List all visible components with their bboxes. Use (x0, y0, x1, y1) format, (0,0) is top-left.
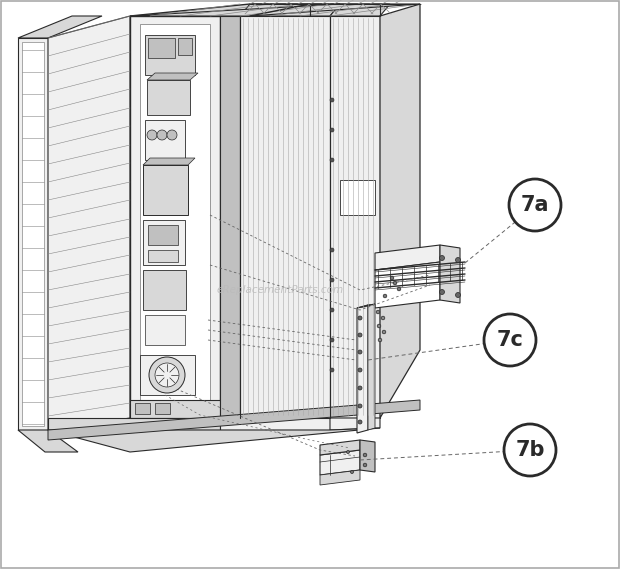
Text: eReplacementParts.com: eReplacementParts.com (216, 285, 343, 295)
Circle shape (381, 316, 385, 320)
Polygon shape (143, 220, 185, 265)
Polygon shape (357, 304, 375, 308)
Circle shape (397, 287, 401, 291)
Circle shape (358, 404, 362, 408)
Polygon shape (130, 16, 220, 418)
Polygon shape (320, 440, 360, 455)
Polygon shape (135, 403, 150, 414)
Polygon shape (148, 225, 178, 245)
Polygon shape (143, 270, 186, 310)
Polygon shape (330, 418, 380, 430)
Polygon shape (178, 38, 192, 55)
Polygon shape (140, 24, 210, 410)
Text: 7a: 7a (521, 195, 549, 215)
Polygon shape (22, 42, 44, 426)
Polygon shape (48, 16, 130, 430)
Circle shape (358, 386, 362, 390)
Circle shape (149, 357, 185, 393)
Circle shape (383, 294, 387, 298)
Polygon shape (357, 305, 368, 433)
Polygon shape (220, 16, 240, 418)
Circle shape (358, 316, 362, 320)
Polygon shape (143, 158, 195, 165)
Circle shape (504, 424, 556, 476)
Circle shape (330, 278, 334, 282)
Polygon shape (148, 38, 175, 58)
Polygon shape (147, 73, 198, 80)
Polygon shape (320, 450, 360, 475)
Circle shape (350, 471, 353, 473)
Polygon shape (145, 120, 185, 160)
Circle shape (376, 310, 380, 314)
Polygon shape (375, 262, 440, 308)
Circle shape (155, 363, 179, 387)
Polygon shape (360, 440, 375, 472)
Polygon shape (375, 245, 440, 270)
Circle shape (157, 130, 167, 140)
Polygon shape (48, 428, 380, 452)
Circle shape (330, 338, 334, 342)
Polygon shape (148, 250, 178, 262)
Polygon shape (155, 403, 170, 414)
Circle shape (363, 463, 367, 467)
Circle shape (440, 290, 445, 295)
Polygon shape (330, 4, 390, 16)
Polygon shape (48, 418, 220, 430)
Circle shape (330, 248, 334, 252)
Polygon shape (130, 4, 340, 16)
Circle shape (378, 338, 382, 342)
Circle shape (330, 368, 334, 372)
Circle shape (358, 368, 362, 372)
Polygon shape (145, 315, 185, 345)
Circle shape (509, 179, 561, 231)
Circle shape (456, 292, 461, 298)
Circle shape (440, 255, 445, 261)
Polygon shape (368, 304, 375, 430)
Circle shape (330, 158, 334, 162)
Polygon shape (18, 430, 78, 452)
Polygon shape (140, 355, 195, 395)
Circle shape (393, 281, 397, 285)
Polygon shape (320, 470, 360, 485)
Circle shape (358, 333, 362, 337)
Circle shape (167, 130, 177, 140)
Circle shape (147, 130, 157, 140)
Circle shape (484, 314, 536, 366)
Circle shape (390, 276, 394, 280)
Polygon shape (330, 16, 380, 418)
Circle shape (330, 308, 334, 312)
Polygon shape (147, 80, 190, 115)
Polygon shape (130, 400, 220, 418)
Circle shape (382, 330, 386, 334)
Polygon shape (48, 400, 420, 440)
Text: 7c: 7c (497, 330, 523, 350)
Polygon shape (240, 16, 330, 418)
Polygon shape (143, 165, 188, 215)
Circle shape (456, 258, 461, 262)
Polygon shape (18, 38, 48, 430)
Text: 7b: 7b (515, 440, 545, 460)
Circle shape (358, 350, 362, 354)
Circle shape (377, 324, 381, 328)
Circle shape (363, 453, 367, 457)
Circle shape (330, 98, 334, 102)
Polygon shape (18, 16, 102, 38)
Polygon shape (380, 4, 420, 418)
Circle shape (330, 128, 334, 132)
Circle shape (358, 420, 362, 424)
Polygon shape (220, 418, 330, 430)
Polygon shape (130, 4, 420, 16)
Polygon shape (240, 4, 340, 16)
Polygon shape (340, 180, 375, 215)
Polygon shape (145, 35, 195, 75)
Polygon shape (440, 245, 460, 303)
Circle shape (347, 451, 350, 453)
